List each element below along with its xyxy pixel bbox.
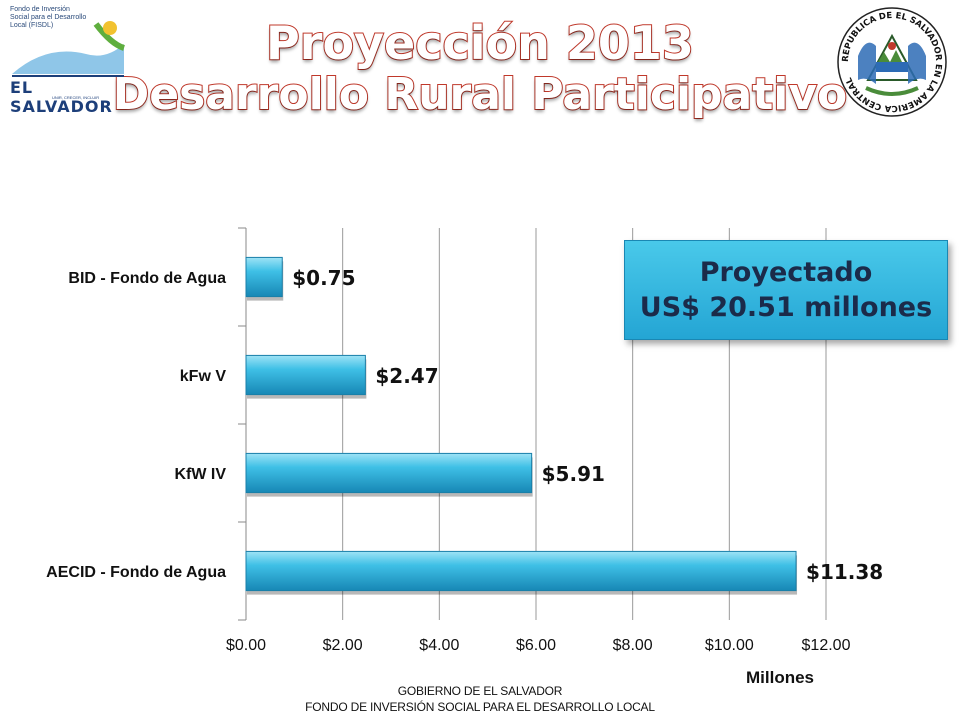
bar bbox=[245, 452, 533, 494]
fisdl-org-text: Fondo de Inversión Social para el Desarr… bbox=[10, 6, 87, 29]
bar bbox=[245, 256, 283, 298]
category-label: AECID - Fondo de Agua bbox=[46, 564, 226, 581]
x-tick-label: $4.00 bbox=[419, 637, 459, 654]
value-labels: $0.75 $2.47 $5.91 $11.38 bbox=[292, 266, 883, 584]
category-label: kFw V bbox=[180, 368, 227, 385]
x-tick-label: $8.00 bbox=[613, 637, 653, 654]
x-tick-label: $6.00 bbox=[516, 637, 556, 654]
callout-line1: Proyectado bbox=[699, 256, 873, 288]
value-label: $0.75 bbox=[292, 266, 355, 290]
bar bbox=[245, 354, 366, 396]
chart-axes bbox=[238, 227, 247, 621]
page-subtitle: Desarrollo Rural Participativo bbox=[112, 68, 849, 120]
fisdl-tagline: UNIR, CRECER, INCLUIR bbox=[52, 95, 100, 100]
seal-graphic: REPUBLICA DE EL SALVADOR EN LA AMERICA C… bbox=[837, 7, 947, 117]
footer-fund: FONDO DE INVERSIÓN SOCIAL PARA EL DESARR… bbox=[305, 700, 655, 714]
category-label: KfW IV bbox=[174, 466, 226, 483]
value-label: $11.38 bbox=[806, 560, 883, 584]
page-title: Proyección 2013 bbox=[265, 16, 695, 70]
chart-bars bbox=[245, 256, 798, 595]
x-tick-label: $10.00 bbox=[705, 637, 754, 654]
footer-government: GOBIERNO DE EL SALVADOR bbox=[397, 684, 563, 698]
x-tick-label: $12.00 bbox=[802, 637, 851, 654]
fisdl-logo: Fondo de Inversión Social para el Desarr… bbox=[6, 4, 128, 116]
value-label: $5.91 bbox=[542, 462, 605, 486]
bar bbox=[245, 550, 797, 592]
x-tick-labels: $0.00 $2.00 $4.00 $6.00 $8.00 $10.00 $12.00 bbox=[226, 637, 851, 654]
fisdl-logo-graphic bbox=[12, 21, 126, 77]
category-label: BID - Fondo de Agua bbox=[68, 270, 226, 287]
coat-of-arms-seal: REPUBLICA DE EL SALVADOR EN LA AMERICA C… bbox=[836, 6, 948, 118]
x-axis-label: Millones bbox=[746, 668, 814, 687]
x-tick-label: $0.00 bbox=[226, 637, 266, 654]
x-tick-label: $2.00 bbox=[323, 637, 363, 654]
title-block: Proyección 2013 Desarrollo Rural Partici… bbox=[0, 16, 960, 120]
category-labels: BID - Fondo de Agua kFw V KfW IV AECID - Fo… bbox=[46, 270, 226, 581]
projected-total-callout: Proyectado US$ 20.51 millones bbox=[624, 240, 948, 340]
callout-line2: US$ 20.51 millones bbox=[639, 292, 933, 323]
fisdl-country: EL SALVADOR bbox=[10, 78, 113, 116]
value-label: $2.47 bbox=[375, 364, 438, 388]
